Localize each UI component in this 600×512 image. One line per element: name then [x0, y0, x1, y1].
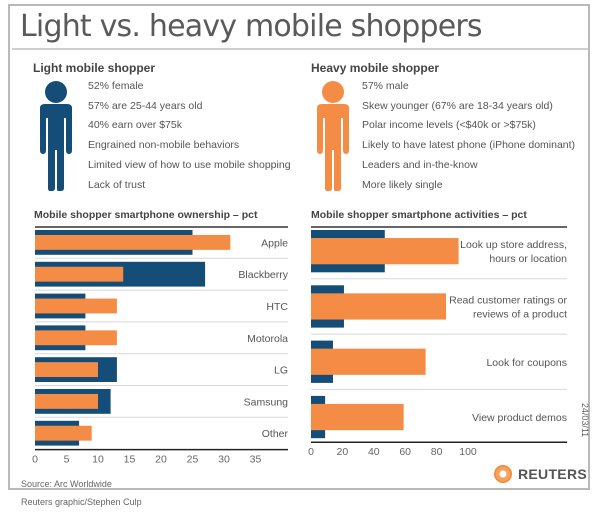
- x-tick-label: 0: [308, 446, 314, 458]
- x-tick-label: 100: [459, 446, 477, 458]
- trait-item: Leaders and in-the-know: [362, 158, 478, 171]
- x-tick-label: 15: [124, 454, 136, 466]
- ownership-chart-title: Mobile shopper smartphone ownership – pc…: [34, 209, 258, 221]
- category-label: Blackberry: [238, 269, 288, 281]
- category-label: Other: [262, 428, 289, 440]
- page-title: Light vs. heavy mobile shoppers: [20, 9, 483, 44]
- heavy-traits-list: 57% male Skew younger (67% are 18-34 yea…: [362, 77, 575, 195]
- category-label: Apple: [261, 237, 288, 249]
- reuters-brand: REUTERS: [494, 465, 587, 483]
- light-traits-list: 52% female 57% are 25-44 years old 40% e…: [88, 77, 291, 195]
- bar-heavy-5: [35, 393, 98, 409]
- light-shopper-heading: Light mobile shopper: [33, 61, 155, 75]
- trait-item: More likely single: [362, 178, 443, 191]
- trait-item: 57% male: [362, 80, 409, 92]
- x-tick-label: 40: [368, 446, 380, 458]
- category-label: hours or location: [489, 253, 567, 265]
- trait-item: 52% female: [88, 80, 144, 92]
- category-label: reviews of a product: [473, 308, 567, 320]
- bar-heavy-3: [35, 330, 117, 346]
- activities-chart-title: Mobile shopper smartphone activities – p…: [311, 209, 527, 221]
- bar-heavy-6: [35, 425, 92, 441]
- x-tick-label: 35: [250, 454, 262, 466]
- category-label: Read customer ratings or: [449, 294, 567, 306]
- x-tick-label: 25: [187, 454, 199, 466]
- bar-heavy-0: [311, 238, 459, 265]
- x-tick-label: 10: [92, 454, 104, 466]
- reuters-wordmark: REUTERS: [518, 466, 587, 482]
- bar-heavy-0: [35, 234, 231, 250]
- category-label: Look up store address,: [460, 239, 567, 251]
- category-label: Motorola: [247, 333, 288, 345]
- title-divider: [12, 48, 588, 50]
- trait-item: Likely to have latest phone (iPhone domi…: [362, 139, 576, 152]
- trait-item: Engrained non-mobile behaviors: [88, 139, 240, 152]
- x-tick-label: 60: [399, 446, 411, 458]
- trait-item: 40% earn over $75k: [88, 119, 182, 132]
- source-note: Source: Arc Worldwide: [21, 479, 112, 489]
- date-stamp: 24/03/11: [580, 402, 591, 438]
- category-label: LG: [274, 365, 288, 377]
- category-label: View product demos: [472, 412, 567, 424]
- bar-heavy-1: [311, 293, 447, 320]
- credit-note: Reuters graphic/Stephen Culp: [21, 497, 142, 507]
- category-label: HTC: [266, 301, 288, 313]
- reuters-logo-icon: [494, 465, 512, 483]
- bar-heavy-1: [35, 266, 124, 282]
- x-tick-label: 30: [218, 454, 230, 466]
- heavy-shopper-heading: Heavy mobile shopper: [311, 61, 440, 75]
- trait-item: Lack of trust: [88, 178, 146, 191]
- category-label: Look for coupons: [486, 357, 567, 369]
- bar-heavy-3: [311, 403, 404, 431]
- x-tick-label: 20: [337, 446, 349, 458]
- x-tick-label: 5: [64, 454, 70, 466]
- x-tick-label: 20: [155, 454, 167, 466]
- trait-item: Skew younger (67% are 18-34 years old): [362, 99, 553, 112]
- bar-heavy-2: [311, 348, 426, 375]
- trait-item: Limited view of how to use mobile shoppi…: [88, 158, 291, 171]
- x-tick-label: 0: [32, 454, 38, 466]
- trait-item: Polar income levels (<$40k or >$75k): [362, 119, 536, 132]
- category-label: Samsung: [244, 396, 289, 408]
- x-tick-label: 80: [431, 446, 443, 458]
- bar-heavy-4: [35, 362, 98, 378]
- bar-heavy-2: [35, 298, 117, 314]
- trait-item: 57% are 25-44 years old: [88, 99, 203, 112]
